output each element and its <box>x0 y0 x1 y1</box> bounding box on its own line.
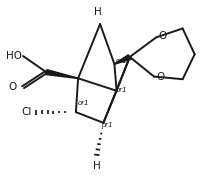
Text: or1: or1 <box>78 100 90 106</box>
Text: or1: or1 <box>101 122 113 129</box>
Text: HO: HO <box>6 51 22 61</box>
Text: O: O <box>9 82 17 92</box>
Polygon shape <box>114 55 131 64</box>
Text: H: H <box>94 7 102 17</box>
Text: H: H <box>93 161 101 171</box>
Text: Cl: Cl <box>22 107 32 117</box>
Text: O: O <box>156 72 164 82</box>
Text: O: O <box>158 32 167 41</box>
Text: or1: or1 <box>116 87 128 93</box>
Polygon shape <box>46 70 78 78</box>
Text: or1: or1 <box>116 58 128 64</box>
